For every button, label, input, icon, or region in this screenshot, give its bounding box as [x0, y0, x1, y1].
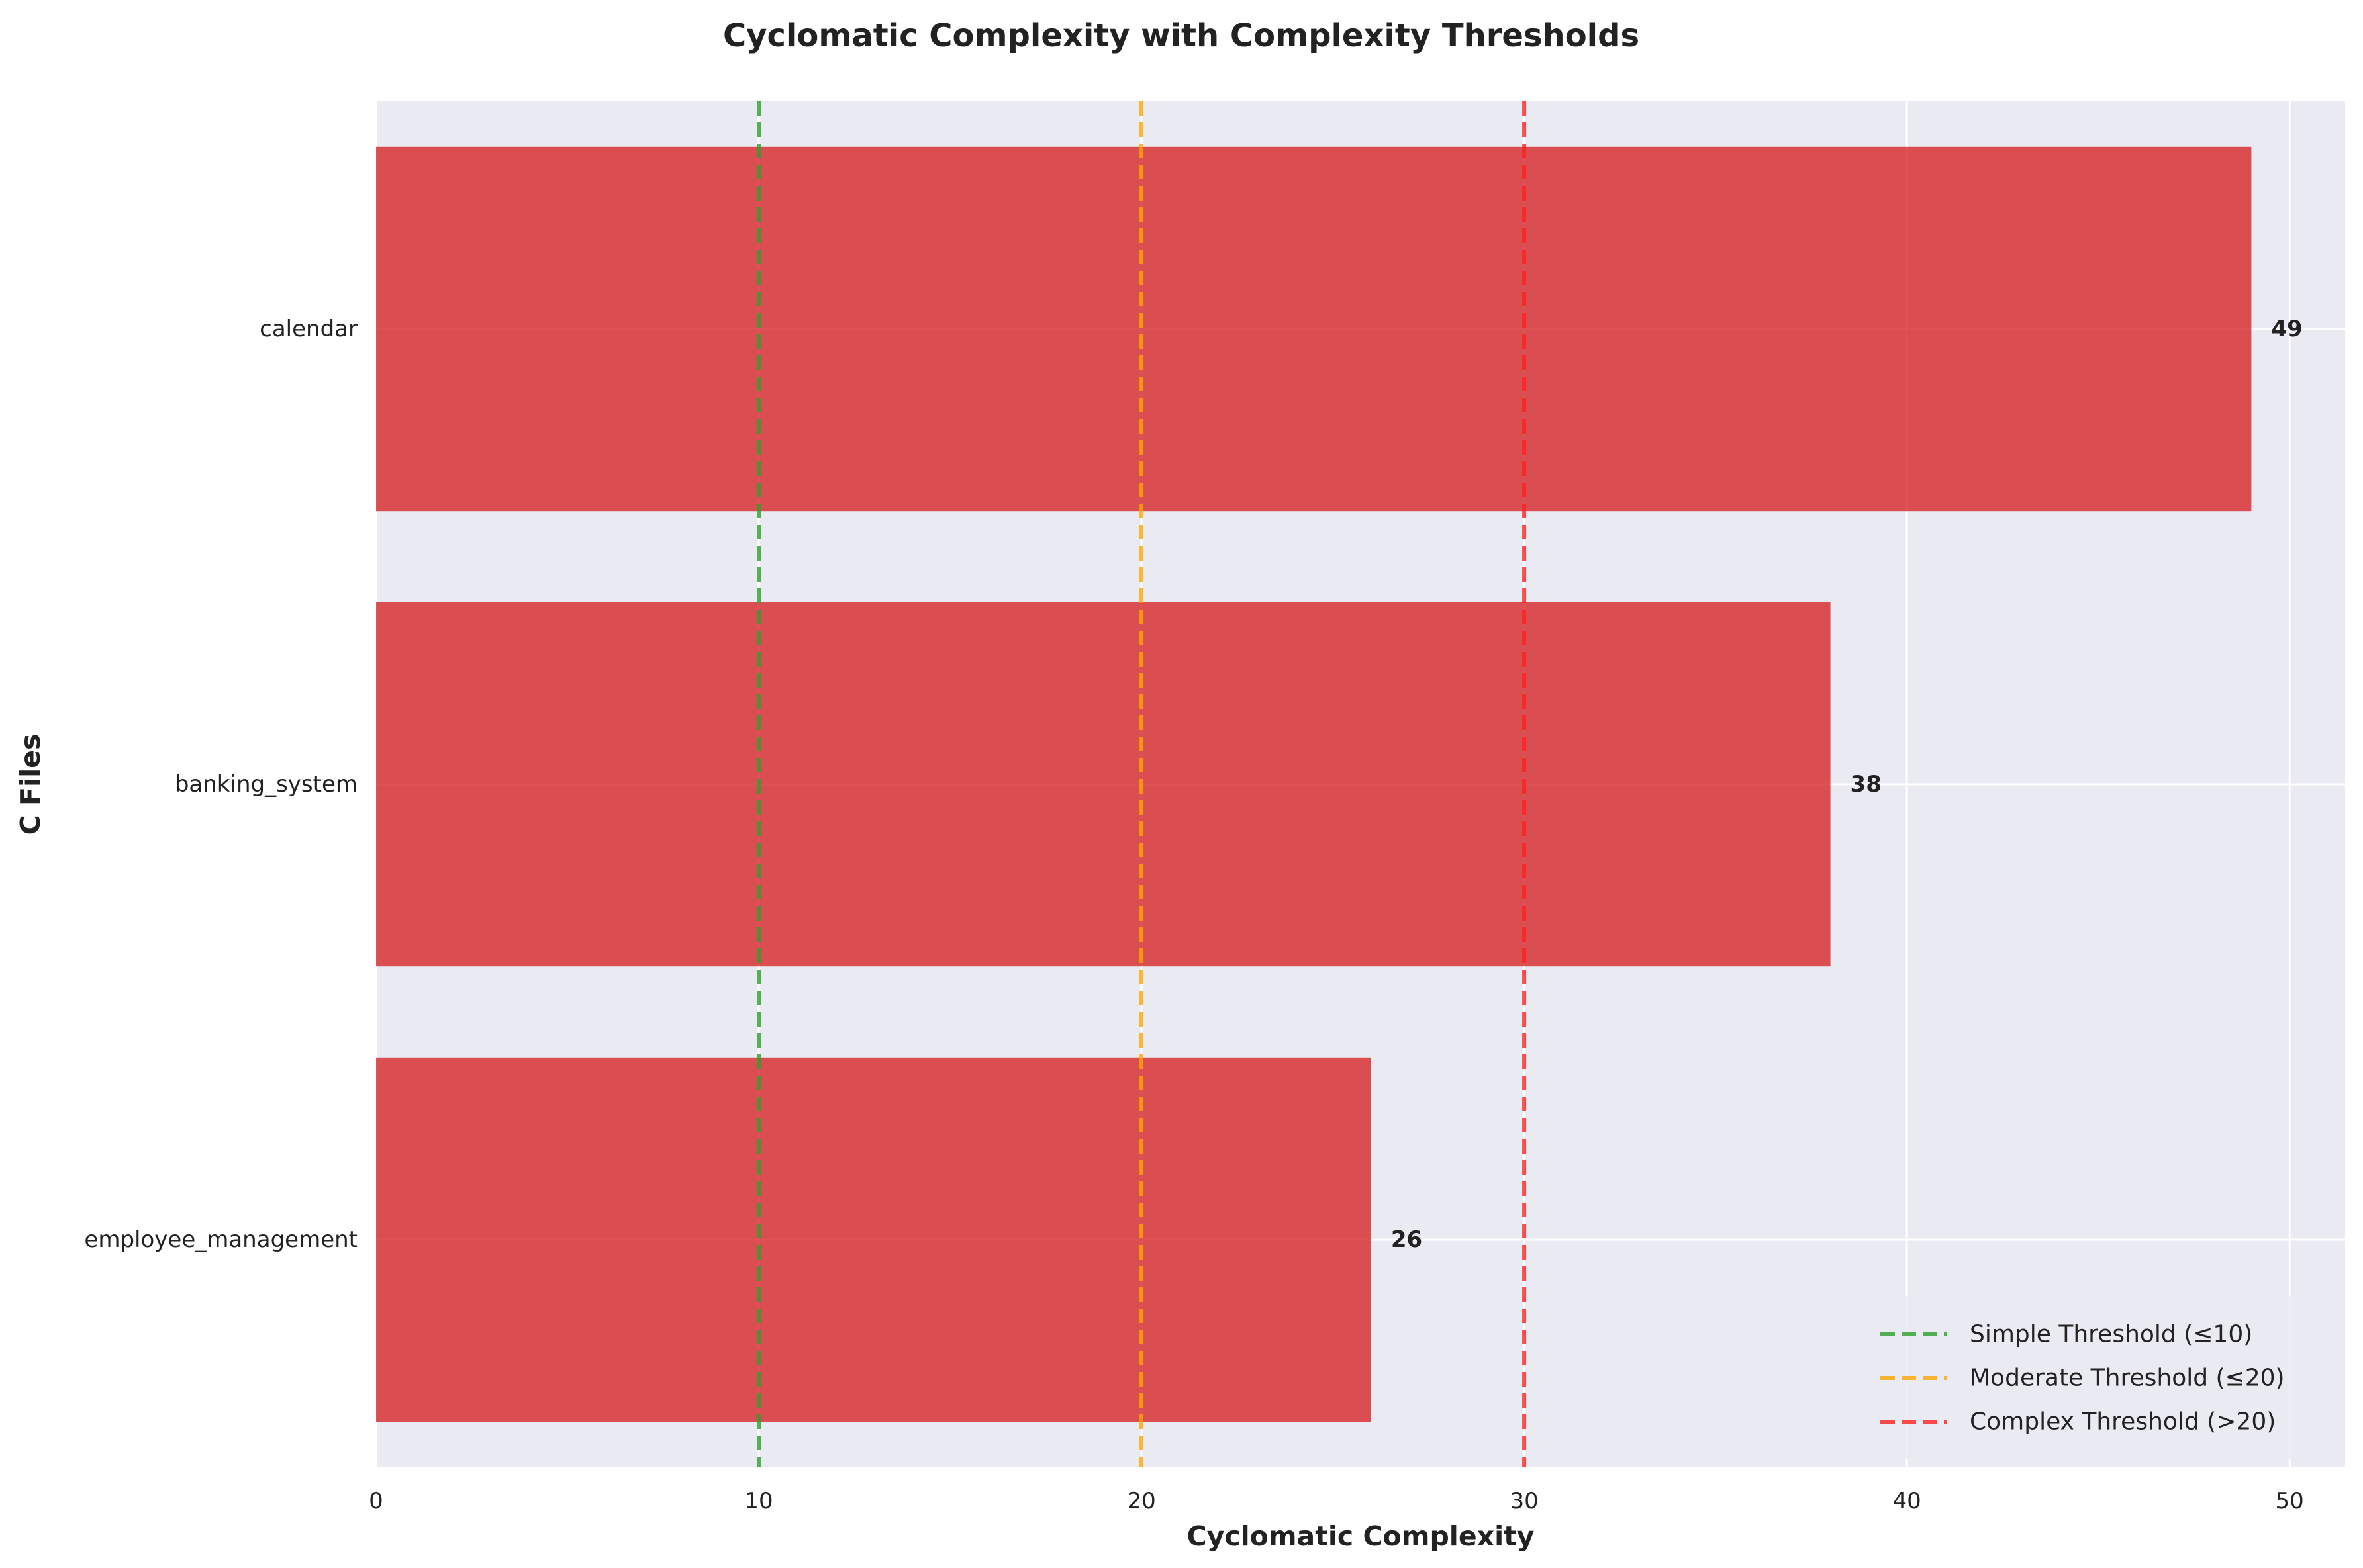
bar-banking_system: [376, 602, 1831, 967]
x-tick-label: 10: [744, 1488, 773, 1514]
y-tick-labels: calendar banking_system employee_managemen…: [84, 316, 358, 1253]
y-tick-label: employee_management: [84, 1226, 358, 1253]
x-tick-label: 50: [2276, 1488, 2304, 1514]
value-label-calendar: 49: [2271, 316, 2302, 342]
x-tick-label: 30: [1510, 1488, 1538, 1514]
chart-title: Cyclomatic Complexity with Complexity Th…: [723, 17, 1639, 54]
legend: Simple Threshold (≤10) Moderate Threshold…: [1857, 1296, 2337, 1459]
bars: [376, 146, 2252, 1422]
x-tick-labels: 0 10 20 30 40 50: [369, 1488, 2304, 1514]
legend-label: Simple Threshold (≤10): [1970, 1321, 2252, 1348]
legend-box: [1857, 1296, 2337, 1459]
y-tick-label: calendar: [260, 316, 358, 342]
y-tick-label: banking_system: [175, 771, 358, 798]
x-tick-label: 0: [369, 1488, 383, 1514]
bar-calendar: [376, 146, 2252, 512]
legend-label: Complex Threshold (>20): [1970, 1408, 2276, 1436]
value-labels: 49 38 26: [1391, 316, 2303, 1253]
bar-employee_management: [376, 1057, 1371, 1422]
value-label-banking_system: 38: [1851, 771, 1882, 798]
x-tick-label: 40: [1893, 1488, 1921, 1514]
value-label-employee_management: 26: [1391, 1226, 1422, 1253]
x-axis-label: Cyclomatic Complexity: [1187, 1520, 1535, 1552]
y-axis-label: C Files: [15, 734, 46, 835]
x-tick-label: 20: [1127, 1488, 1155, 1514]
threshold-lines: [757, 101, 1527, 1467]
legend-label: Moderate Threshold (≤20): [1970, 1365, 2285, 1392]
